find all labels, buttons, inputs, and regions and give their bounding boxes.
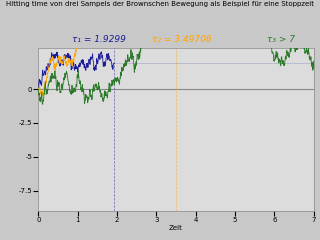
X-axis label: Zeit: Zeit — [169, 225, 183, 231]
Text: τ₃ > 7: τ₃ > 7 — [267, 35, 295, 44]
Text: τ₁ = 1.9299: τ₁ = 1.9299 — [72, 35, 126, 44]
Text: τ₂ = 3.49706: τ₂ = 3.49706 — [152, 35, 211, 44]
Text: Hitting time von drei Sampels der Brownschen Bewegung als Beispiel für eine Stop: Hitting time von drei Sampels der Browns… — [6, 1, 314, 7]
